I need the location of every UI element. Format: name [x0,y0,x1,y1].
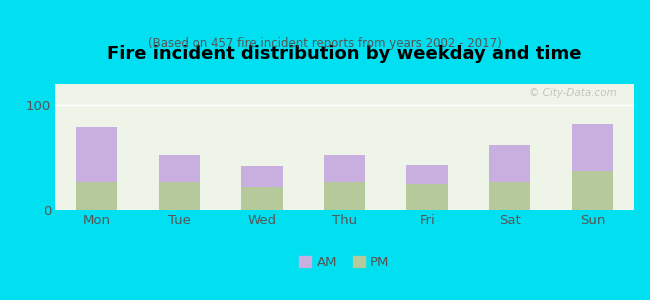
Bar [159,182,200,210]
Text: (Based on 457 fire incident reports from years 2002 - 2017): (Based on 457 fire incident reports from… [148,38,502,50]
Bar [572,171,613,210]
Bar [241,187,283,210]
Bar [241,166,283,187]
Text: © City-Data.com: © City-Data.com [528,88,616,98]
Bar [76,127,117,182]
Bar [76,182,117,210]
Bar [489,145,530,182]
Bar [324,155,365,182]
Bar [406,184,448,210]
Bar [489,182,530,210]
Bar [406,165,448,184]
Bar [324,182,365,210]
Title: Fire incident distribution by weekday and time: Fire incident distribution by weekday an… [107,45,582,63]
Legend: AM, PM: AM, PM [300,256,389,269]
Bar [159,155,200,182]
Bar [572,124,613,171]
